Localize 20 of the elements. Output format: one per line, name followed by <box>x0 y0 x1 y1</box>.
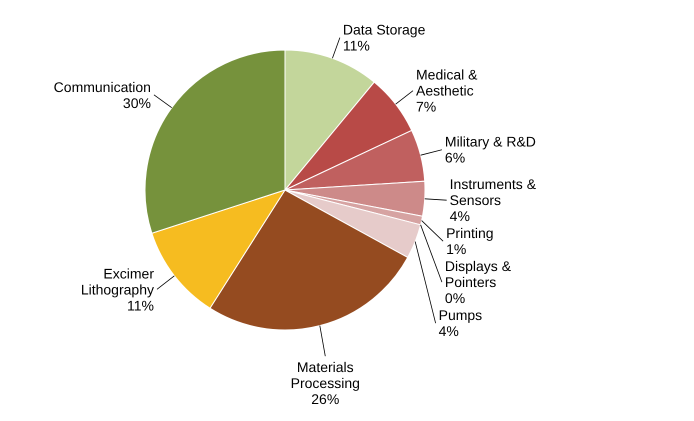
data-label: 1% <box>446 241 466 258</box>
slice-label: Excimer Lithography <box>80 265 154 298</box>
data-label: 4% <box>450 208 470 224</box>
data-label: 11% <box>127 297 154 314</box>
slice-label: Instruments & Sensors <box>450 176 537 208</box>
slice-label: Military & R&D <box>444 134 536 150</box>
slice-label: Communication <box>54 78 151 95</box>
slice-label: Pumps <box>438 307 482 324</box>
data-label: 6% <box>444 150 466 166</box>
data-label: 11% <box>342 38 370 54</box>
category-label: Displays & Pointers <box>444 258 512 290</box>
slice-label: Printing <box>446 225 494 242</box>
slice-label: Materials Processing <box>290 359 360 392</box>
slice-label: Data Storage <box>342 22 426 38</box>
text: 0% <box>444 290 466 306</box>
data-label: 30% <box>122 94 151 111</box>
data-label: 26% <box>311 391 340 408</box>
data-label: 7% <box>416 98 436 115</box>
data-label: 4% <box>438 323 459 340</box>
slice-label: Medical & Aesthetic <box>416 66 478 99</box>
